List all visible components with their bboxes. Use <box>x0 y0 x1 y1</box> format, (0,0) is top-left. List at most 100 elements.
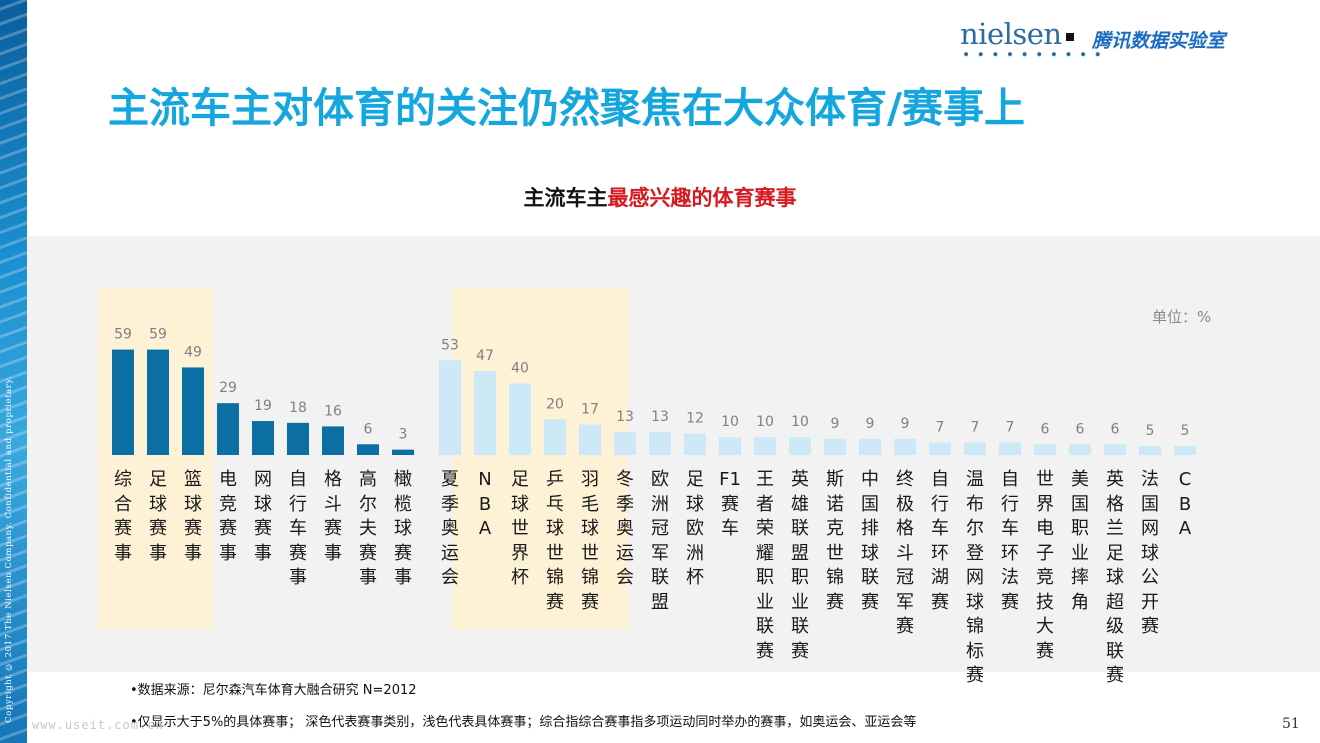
bar-15 <box>614 431 636 455</box>
nielsen-logo-dots-icon: ● ● ● ● ● ● ● ● ● ● <box>964 50 1103 58</box>
nielsen-logo: nielsen <box>960 17 1062 51</box>
bar-11 <box>474 371 496 455</box>
value-label-17: 12 <box>686 411 704 427</box>
value-label-10: 53 <box>441 337 459 353</box>
category-label-22: 中国排球联赛 <box>861 469 879 613</box>
bar-20 <box>789 437 811 455</box>
bar-30 <box>1139 446 1161 455</box>
value-label-8: 6 <box>364 421 373 437</box>
value-label-5: 19 <box>254 398 272 414</box>
value-label-26: 7 <box>1006 419 1015 435</box>
bar-1 <box>112 349 134 455</box>
chart-title: 主流车主最感兴趣的体育赛事 <box>0 182 1320 212</box>
category-label-9: 橄榄球赛事 <box>394 469 412 588</box>
value-label-3: 49 <box>184 344 202 360</box>
category-label-15: 冬季奥运会 <box>616 469 634 588</box>
value-label-4: 29 <box>219 380 237 396</box>
value-label-9: 3 <box>399 427 408 443</box>
category-label-6: 自行车赛事 <box>289 469 307 588</box>
category-label-30: 法国网球公开赛 <box>1141 469 1159 637</box>
bar-27 <box>1034 444 1056 455</box>
bar-13 <box>544 419 566 455</box>
bar-16 <box>649 431 671 455</box>
bar-12 <box>509 383 531 455</box>
page-number: 51 <box>1282 716 1300 732</box>
category-label-8: 高尔夫赛事 <box>359 469 377 588</box>
chart-title-highlight: 最感兴趣的体育赛事 <box>607 186 797 210</box>
bar-23 <box>894 438 916 455</box>
bar-18 <box>719 437 741 455</box>
category-label-25: 温布尔登网球锦标赛 <box>966 469 984 686</box>
bar-19 <box>754 437 776 455</box>
category-label-18: F1赛车 <box>719 469 741 539</box>
bar-2 <box>147 349 169 455</box>
bar-5 <box>252 421 274 455</box>
value-label-14: 17 <box>581 402 599 418</box>
bar-4 <box>217 403 239 455</box>
category-label-4: 电竞赛事 <box>219 469 237 564</box>
category-label-26: 自行车环法赛 <box>1001 469 1019 613</box>
chart-description-note: •仅显示大于5%的具体赛事； 深色代表赛事类别，浅色代表具体赛事；综合指综合赛事… <box>130 715 917 730</box>
category-label-20: 英雄联盟职业联赛 <box>791 469 809 662</box>
value-label-23: 9 <box>901 416 910 432</box>
value-label-29: 6 <box>1111 421 1120 437</box>
bar-8 <box>357 444 379 455</box>
value-label-20: 10 <box>791 414 809 430</box>
logo-separator-icon <box>1066 33 1074 41</box>
page-title: 主流车主对体育的关注仍然聚焦在大众体育/赛事上 <box>108 84 1025 132</box>
watermark: www.useit.com.cn <box>32 718 164 732</box>
value-label-25: 7 <box>971 419 980 435</box>
value-label-11: 47 <box>476 348 494 364</box>
bar-14 <box>579 424 601 455</box>
category-label-1: 综合赛事 <box>114 469 132 564</box>
bar-3 <box>182 367 204 455</box>
bar-6 <box>287 422 309 455</box>
value-label-2: 59 <box>149 327 167 343</box>
category-label-12: 足球世界杯 <box>511 469 529 588</box>
value-label-21: 9 <box>831 416 840 432</box>
tencent-data-lab-logo: 腾讯数据实验室 <box>1092 30 1226 52</box>
highlight-group-left <box>98 288 213 630</box>
category-label-17: 足球欧洲杯 <box>686 469 704 588</box>
value-label-18: 10 <box>721 414 739 430</box>
value-label-1: 59 <box>114 327 132 343</box>
value-label-12: 40 <box>511 361 529 377</box>
value-label-22: 9 <box>866 416 875 432</box>
category-label-14: 羽毛球世锦赛 <box>581 469 599 613</box>
value-label-6: 18 <box>289 400 307 416</box>
value-label-19: 10 <box>756 414 774 430</box>
category-label-7: 格斗赛事 <box>324 469 342 564</box>
bar-25 <box>964 442 986 455</box>
category-label-2: 足球赛事 <box>149 469 167 564</box>
category-label-3: 篮球赛事 <box>184 469 202 564</box>
bar-31 <box>1174 446 1196 455</box>
bar-26 <box>999 442 1021 455</box>
bar-28 <box>1069 444 1091 455</box>
category-label-24: 自行车环湖赛 <box>931 469 949 613</box>
value-label-31: 5 <box>1181 423 1190 439</box>
value-label-24: 7 <box>936 419 945 435</box>
category-label-21: 斯诺克世锦赛 <box>826 469 844 613</box>
value-label-7: 16 <box>324 403 342 419</box>
category-label-23: 终极格斗冠军赛 <box>896 469 914 637</box>
unit-label: 单位：% <box>1152 308 1212 326</box>
value-label-13: 20 <box>546 396 564 412</box>
side-decoration-strip: Copyright © 2017 The Nielsen Company. Co… <box>0 0 27 743</box>
bar-29 <box>1104 444 1126 455</box>
category-label-11: NBA <box>478 469 492 539</box>
category-label-19: 王者荣耀职业联赛 <box>756 469 774 662</box>
category-label-27: 世界电子竞技大赛 <box>1036 469 1054 662</box>
category-label-13: 乒乓球世锦赛 <box>546 469 564 613</box>
bar-21 <box>824 438 846 455</box>
category-label-29: 英格兰足球超级联赛 <box>1106 469 1124 686</box>
value-label-27: 6 <box>1041 421 1050 437</box>
bar-10 <box>439 360 461 455</box>
data-source-note: •数据来源：尼尔森汽车体育大融合研究 N=2012 <box>130 683 417 698</box>
category-label-28: 美国职业摔角 <box>1071 469 1089 613</box>
value-label-16: 13 <box>651 409 669 425</box>
category-label-16: 欧洲冠军联盟 <box>651 469 669 613</box>
value-label-28: 6 <box>1076 421 1085 437</box>
value-label-30: 5 <box>1146 423 1155 439</box>
bar-24 <box>929 442 951 455</box>
